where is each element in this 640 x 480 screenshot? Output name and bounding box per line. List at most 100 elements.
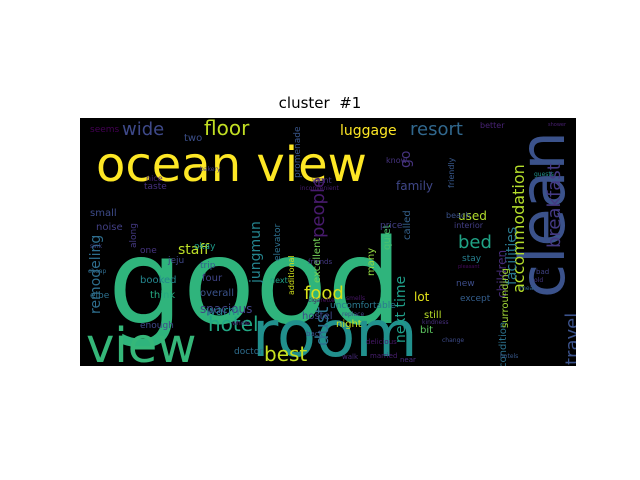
cloud-word: children <box>495 250 509 298</box>
cloud-word: except <box>460 294 491 304</box>
cloud-word: friendly <box>447 157 456 188</box>
cloud-word: hostel <box>302 311 333 322</box>
cloud-word: used <box>458 209 487 223</box>
cloud-word: surrounding <box>500 268 511 328</box>
cloud-word: interior <box>454 221 484 230</box>
cloud-word: smells <box>346 295 365 302</box>
cloud-word: accommodation <box>509 164 528 293</box>
cloud-word: spacious <box>200 302 252 316</box>
cloud-word: four <box>202 273 223 284</box>
cloud-word: night <box>336 319 362 330</box>
cloud-word: noise <box>96 222 123 233</box>
cloud-word: know <box>386 156 408 165</box>
cloud-word: kindness <box>422 319 449 326</box>
cloud-word: uncomfortable <box>330 301 396 311</box>
cloud-word: clean <box>506 131 576 298</box>
cloud-word: bakery <box>200 166 221 173</box>
cloud-word: back <box>306 330 324 338</box>
cloud-word: think <box>150 290 175 301</box>
cloud-word: old <box>534 277 543 284</box>
cloud-word: cheap <box>88 268 106 275</box>
cloud-word: promenade <box>293 126 303 178</box>
cloud-word: shower <box>548 122 567 128</box>
cloud-word: went <box>312 176 332 185</box>
cloud-word: jeju <box>167 256 184 266</box>
cloud-word: enough <box>140 321 174 331</box>
cloud-word: overall <box>200 288 234 299</box>
cloud-word: warm <box>206 304 240 318</box>
cloud-word: delicious <box>366 338 397 346</box>
cloud-word: friends <box>308 258 332 266</box>
cloud-word: family <box>396 179 433 193</box>
cloud-word: new <box>456 279 475 289</box>
cloud-word: bed <box>458 232 492 253</box>
cloud-word: guests <box>534 171 554 178</box>
cloud-word: room <box>252 298 418 366</box>
cloud-word: near <box>400 356 416 364</box>
cloud-word: hotels <box>500 353 518 360</box>
cloud-word: wide <box>122 119 164 140</box>
cloud-word: next time <box>393 276 409 343</box>
cloud-word: meal <box>520 285 535 292</box>
cloud-word: next <box>270 276 288 285</box>
cloud-word: best <box>264 342 307 366</box>
cloud-word: breakfast <box>544 163 565 248</box>
cloud-word: nice <box>146 174 163 183</box>
cloud-word: staff <box>178 242 209 258</box>
cloud-word: hotel <box>208 312 259 336</box>
cloud-word: change <box>442 337 464 344</box>
cloud-word: bit <box>420 325 433 336</box>
cloud-word: taste <box>144 182 167 192</box>
cloud-word: price <box>380 221 403 231</box>
cloud-word: along <box>129 223 139 248</box>
cloud-word: dust <box>312 307 333 346</box>
cloud-word: condition <box>498 322 509 366</box>
cloud-word: travel <box>562 313 576 365</box>
cloud-word: elbe <box>90 291 110 301</box>
cloud-word: pleasant <box>458 264 480 270</box>
cloud-word: additional <box>287 255 296 295</box>
cloud-word: many <box>366 248 377 276</box>
figure-title: cluster #1 <box>278 94 362 112</box>
cloud-word: cigarette <box>308 297 335 304</box>
cloud-word: go <box>398 151 414 168</box>
cloud-word: luggage <box>340 123 397 139</box>
cloud-word: doctor <box>234 347 263 357</box>
cloud-word: small <box>90 208 117 219</box>
cloud-word: people <box>308 177 329 238</box>
cloud-word: one <box>140 246 157 256</box>
cloud-background <box>80 118 576 366</box>
cloud-word: walk <box>342 353 359 361</box>
cloud-word: floor <box>204 118 250 140</box>
cloud-word: quiet <box>382 224 393 250</box>
cloud-word: whole <box>232 320 250 327</box>
cloud-word: food <box>304 283 344 304</box>
cloud-word: still <box>424 310 441 321</box>
cloud-word: bad <box>536 268 549 276</box>
word-cloud: good room ocean view clean view hotel floor wid… <box>80 118 576 366</box>
cloud-word: okay <box>194 242 216 252</box>
cloud-word: married <box>370 352 397 360</box>
cloud-word: lot <box>414 290 430 304</box>
cloud-word: excellent <box>312 238 323 283</box>
cloud-word: elevator <box>273 224 283 261</box>
cloud-word: stay <box>462 254 482 264</box>
cloud-word: resort <box>410 119 463 140</box>
cloud-word: facilities <box>504 227 520 285</box>
cloud-word: better <box>480 121 505 130</box>
cloud-word: called <box>402 210 413 240</box>
cloud-word: two <box>184 133 202 144</box>
cloud-word: inconvenient <box>300 185 339 192</box>
cloud-word: remodeling <box>88 235 104 314</box>
cloud-word: sink <box>90 243 103 250</box>
cloud-word: booked <box>140 275 177 286</box>
cloud-word: seems <box>90 125 120 135</box>
cloud-word: ocean view <box>96 137 367 193</box>
cloud-word: replace <box>342 311 364 318</box>
cloud-word: jungmun <box>248 221 264 284</box>
cloud-word: view <box>86 318 197 366</box>
cloud-word: trip <box>200 261 216 271</box>
cloud-word: beach <box>446 211 470 220</box>
cloud-word: good <box>108 213 402 351</box>
